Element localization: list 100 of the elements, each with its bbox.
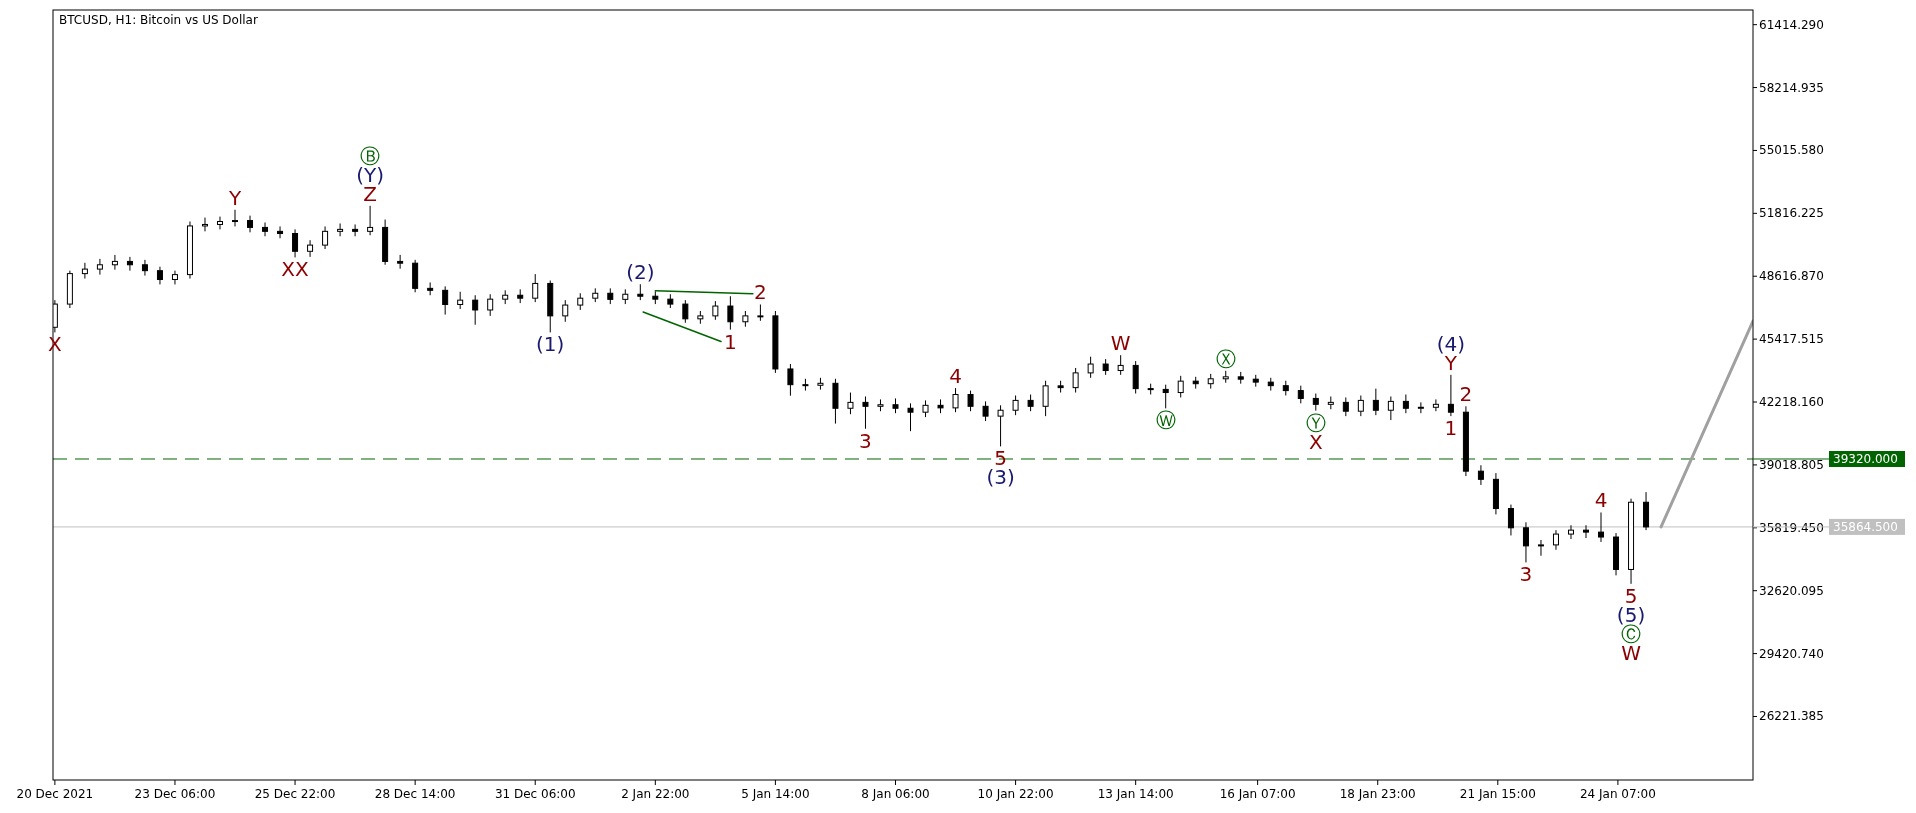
candlestick (982, 400, 989, 422)
y-tick-label: 42218.160 (1759, 395, 1824, 410)
candlestick (277, 225, 284, 239)
candlestick (1132, 360, 1139, 395)
chart-title: BTCUSD, H1: Bitcoin vs US Dollar (59, 13, 258, 27)
candlestick (322, 225, 329, 250)
candlestick (1552, 529, 1559, 551)
x-tick-label: 8 Jan 06:00 (861, 787, 930, 801)
candlestick (1507, 504, 1514, 536)
candlestick (1042, 380, 1049, 417)
candlestick (1387, 395, 1394, 421)
candlestick (126, 256, 133, 272)
candlestick (1342, 396, 1349, 417)
candlestick (532, 273, 539, 303)
candlestick (472, 294, 479, 326)
x-tick-label: 18 Jan 23:00 (1339, 787, 1416, 801)
candlestick (787, 363, 794, 397)
candlestick (397, 254, 404, 270)
x-tick-label: 10 Jan 22:00 (977, 787, 1054, 801)
x-tick-label: 23 Dec 06:00 (134, 787, 216, 801)
x-tick-label: 25 Dec 22:00 (254, 787, 336, 801)
candlestick (997, 404, 1004, 447)
ref-line-label: 35864.500 (1833, 519, 1898, 534)
y-tick-label: 45417.515 (1759, 332, 1824, 347)
x-tick-label: 13 Jan 14:00 (1097, 787, 1174, 801)
x-tick-label: 2 Jan 22:00 (621, 787, 690, 801)
candlestick (262, 222, 269, 237)
candlestick (1012, 394, 1019, 416)
annotation: 3 (859, 428, 872, 453)
candlestick (1477, 464, 1484, 486)
candlestick (1072, 367, 1079, 394)
annotation: X (48, 332, 63, 357)
candlestick (1447, 374, 1454, 417)
candlestick (111, 254, 118, 271)
candlestick (847, 392, 854, 415)
annotation: 4 (949, 364, 962, 389)
candlestick (1162, 384, 1169, 409)
annotation: 1 (724, 329, 737, 354)
candlestick (682, 299, 689, 324)
candlestick (1417, 401, 1424, 414)
candlestick (1537, 539, 1544, 557)
x-tick-label: 21 Jan 15:00 (1459, 787, 1536, 801)
candlestick (201, 217, 208, 232)
candlestick (967, 390, 974, 412)
annotation: Y (227, 185, 242, 210)
candlestick (367, 205, 374, 236)
candlestick (1598, 511, 1605, 543)
x-tick-label: 20 Dec 2021 (16, 787, 94, 801)
candlestick (96, 258, 103, 276)
candlestick (562, 299, 569, 323)
candlestick (1177, 375, 1184, 398)
annotation: Ⓦ (1155, 408, 1176, 433)
annotation: W (1110, 331, 1131, 356)
candlestick (232, 209, 239, 227)
annotation: (1) (536, 332, 565, 357)
annotation: 1 (1444, 416, 1458, 441)
candlestick (307, 239, 314, 258)
y-tick-label: 58214.935 (1759, 80, 1824, 95)
candlestick (1583, 524, 1589, 539)
candlestick (81, 262, 88, 280)
y-tick-label: 48616.870 (1759, 269, 1824, 284)
x-tick-label: 24 Jan 07:00 (1579, 787, 1656, 801)
annotation: 3 (1519, 562, 1533, 587)
candlestick (1522, 521, 1529, 563)
candlestick (1117, 354, 1124, 376)
candlestick (727, 295, 734, 331)
annotation: 2 (754, 280, 767, 305)
candlestick (292, 228, 299, 258)
annotation: 5 (1624, 583, 1638, 608)
candlestick (952, 387, 959, 413)
candlestick (862, 395, 869, 430)
candlestick (171, 270, 178, 285)
x-tick-label: 28 Dec 14:00 (374, 787, 456, 801)
candlestick (352, 223, 359, 237)
annotation: 4 (1594, 488, 1608, 513)
annotation: (2) (626, 260, 655, 285)
y-tick-label: 26221.385 (1759, 709, 1824, 724)
x-tick-label: 16 Jan 07:00 (1219, 787, 1296, 801)
ref-line-label: 39320.000 (1833, 451, 1898, 466)
candlestick (712, 300, 719, 321)
x-tick-label: 31 Dec 06:00 (494, 787, 576, 801)
candlestick (1402, 394, 1409, 414)
candlestick (217, 216, 223, 230)
y-tick-label: 55015.580 (1759, 143, 1824, 158)
y-tick-label: 35819.450 (1759, 520, 1824, 535)
x-tick-label: 5 Jan 14:00 (741, 787, 810, 801)
annotation: 2 (1459, 382, 1473, 407)
y-tick-label: 29420.740 (1759, 646, 1824, 661)
candlestick (1357, 394, 1364, 417)
candlestick (141, 259, 148, 277)
y-tick-label: 39018.805 (1759, 457, 1824, 472)
candlestick (487, 293, 494, 317)
annotation: Ⓧ (1215, 346, 1236, 371)
annotation: XX (281, 257, 310, 282)
candlestick (1567, 524, 1574, 540)
candlestick (1372, 388, 1379, 416)
candlestick (907, 402, 914, 432)
annotation: Z (363, 181, 377, 206)
candlestick (442, 285, 449, 316)
y-tick-label: 51816.225 (1759, 206, 1824, 221)
